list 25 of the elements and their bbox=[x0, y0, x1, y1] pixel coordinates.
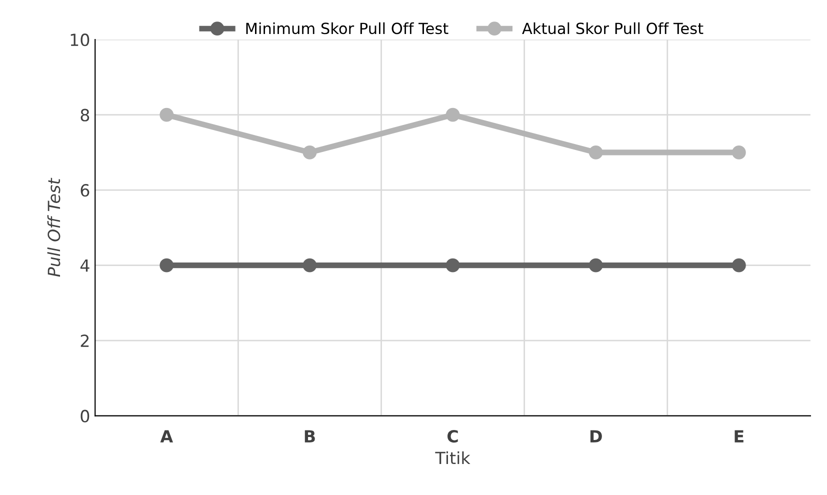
y-tick-label: 6 bbox=[80, 184, 90, 197]
point bbox=[732, 258, 746, 272]
x-tick-label: A bbox=[160, 430, 174, 442]
point bbox=[446, 108, 460, 122]
x-tick-label: B bbox=[304, 430, 315, 442]
x-tick-label: E bbox=[734, 430, 744, 442]
x-axis-title: Titik bbox=[435, 451, 470, 464]
y-axis-title: Pull Off Test bbox=[47, 178, 60, 277]
point bbox=[302, 258, 317, 272]
y-tick-label: 0 bbox=[80, 410, 90, 422]
y-tick-label: 2 bbox=[80, 334, 89, 347]
point bbox=[302, 146, 317, 160]
legend-label: Aktual Skor Pull Off Test bbox=[522, 22, 704, 34]
legend-label: Minimum Skor Pull Off Test bbox=[246, 22, 448, 34]
point bbox=[446, 258, 460, 272]
point bbox=[732, 146, 746, 160]
x-tick-label: D bbox=[590, 430, 602, 442]
point bbox=[160, 108, 174, 122]
point bbox=[160, 258, 174, 272]
point bbox=[588, 258, 603, 272]
y-tick-label: 4 bbox=[80, 260, 90, 272]
y-tick-label: 10 bbox=[70, 34, 90, 46]
y-tick-label: 8 bbox=[80, 108, 90, 122]
point bbox=[588, 146, 603, 160]
x-tick-label: C bbox=[447, 430, 458, 443]
